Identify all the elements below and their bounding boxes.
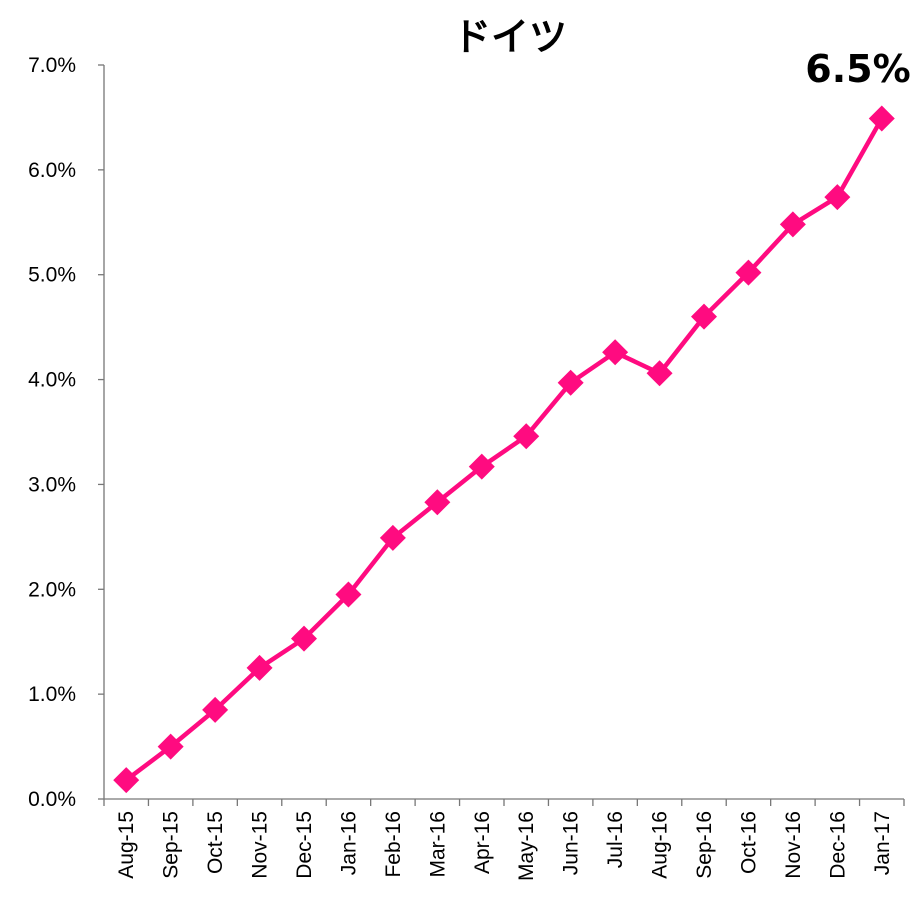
x-tick-label: Jan-16 [337,811,360,875]
y-tick-label: 2.0% [28,578,76,601]
data-point [824,184,851,211]
x-tick-label: Oct-16 [737,811,760,874]
x-tick-label: Feb-16 [382,811,405,878]
x-tick-label: Oct-15 [204,811,227,874]
x-tick-label: Aug-15 [115,811,138,879]
y-tick-label: 7.0% [28,54,76,77]
data-point [202,696,229,723]
y-tick-label: 4.0% [28,369,76,392]
y-axis-ticks: 0.0% 1.0% 2.0% 3.0% 4.0% 5.0% 6.0% 7.0% [28,54,104,811]
data-point [468,453,495,480]
series-plot [113,105,895,794]
x-tick-label: Mar-16 [426,811,449,878]
x-tick-label: Nov-15 [249,811,272,879]
x-tick-label: Sep-15 [160,811,183,879]
data-point [513,423,540,450]
data-point [646,360,673,387]
x-tick-label: Dec-15 [293,811,316,879]
data-point [779,211,806,238]
data-point [868,105,895,132]
x-axis-ticks: Aug-15 Sep-15 Oct-15 Nov-15 Dec-15 Jan-16 Feb-… [103,799,905,881]
data-point [113,767,140,794]
data-point [691,303,717,330]
x-tick-label: Jan-17 [871,811,894,875]
data-point [246,654,273,681]
data-point [735,259,762,286]
y-tick-label: 6.0% [28,159,76,182]
x-tick-label: Jun-16 [560,811,583,875]
data-point [602,339,629,366]
x-tick-label: Jul-16 [604,811,627,868]
data-point [335,581,362,608]
axes [103,65,904,800]
y-tick-label: 3.0% [28,473,76,496]
x-tick-label: Sep-16 [693,811,716,879]
x-tick-label: Nov-16 [782,811,805,879]
chart-title: ドイツ [453,15,567,59]
y-tick-label: 5.0% [28,264,76,287]
data-point [557,369,584,396]
x-tick-label: Dec-16 [826,811,849,879]
y-tick-label: 0.0% [28,788,76,811]
series-line [124,117,884,782]
data-point [379,524,406,551]
data-point [424,489,451,516]
data-point [291,625,317,652]
data-point [157,733,184,760]
x-tick-label: Aug-16 [649,811,672,879]
y-tick-label: 1.0% [28,683,76,706]
x-tick-label: May-16 [515,811,538,881]
x-tick-label: Apr-16 [471,811,494,874]
latest-value-callout: 6.5% [805,47,910,91]
